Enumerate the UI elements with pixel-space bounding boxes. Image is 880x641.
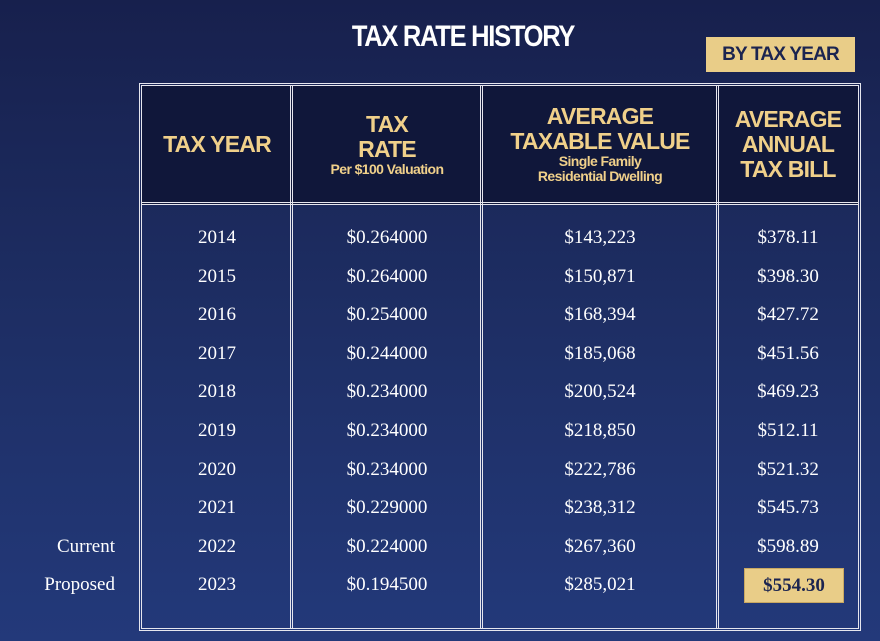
column-header: AVERAGE ANNUAL TAX BILL [718, 86, 858, 202]
column-header: AVERAGE TAXABLE VALUE Single Family Residen… [482, 86, 718, 202]
table-cell: $451.56 [757, 342, 819, 364]
column-divider [480, 86, 483, 628]
table-cell: $0.194500 [346, 574, 428, 596]
table-cell: $218,850 [564, 420, 636, 441]
table-cell: 2017 [198, 342, 236, 364]
table-cell: $0.264000 [346, 265, 428, 287]
table-cell: $0.229000 [346, 497, 428, 519]
table-cell: $0.254000 [346, 304, 428, 326]
table-cell: $150,871 [564, 265, 636, 287]
table-cell: $267,360 [564, 535, 636, 557]
table: TAX YEAR TAX RATE Per $100 Valuation AVERAGE… [139, 83, 861, 631]
table-cell: $0.264000 [346, 227, 428, 248]
header-line: AVERAGE [546, 103, 654, 129]
table-cell: $222,786 [564, 458, 636, 480]
table-cell: $427.72 [757, 304, 819, 326]
column-header: TAX YEAR [142, 86, 292, 202]
table-header: TAX YEAR TAX RATE Per $100 Valuation AVERAGE… [142, 86, 858, 205]
table-cell: $185,068 [564, 342, 636, 364]
header-line: RATE [358, 135, 416, 162]
table-cell: 2016 [198, 304, 236, 326]
table-cell: $378.11 [757, 227, 819, 248]
row-label: Current [56, 535, 115, 557]
table-cell: $143,223 [564, 227, 636, 248]
table-cell: $469.23 [757, 381, 819, 403]
table-cell: 2020 [198, 458, 236, 480]
badge: BY TAX YEAR [706, 37, 855, 72]
table-cell: 2018 [198, 381, 236, 403]
table-cell: $0.234000 [346, 458, 428, 480]
header-line: ANNUAL [741, 130, 835, 157]
title: TAX RATE HISTORY [351, 20, 576, 53]
table-cell: $168,394 [564, 304, 636, 326]
table-cell: $238,312 [564, 497, 636, 519]
table-cell: $521.32 [757, 458, 819, 480]
header-note: Single Family [558, 153, 642, 169]
table-cell: $285,021 [564, 574, 636, 596]
table-cell: 2014 [198, 227, 236, 248]
column-divider [290, 86, 293, 628]
header-line: TAX YEAR [163, 130, 272, 157]
table-cell: $554.30 [744, 568, 844, 604]
column-header: TAX RATE Per $100 Valuation [292, 86, 482, 202]
row-label: Proposed [44, 574, 115, 596]
table-cell: $398.30 [757, 265, 819, 287]
table-cell: $512.11 [757, 420, 819, 441]
column-divider [716, 86, 719, 628]
table-cell: 2021 [198, 497, 236, 519]
header-line: AVERAGE [734, 105, 842, 132]
table-cell: 2023 [198, 574, 236, 596]
table-cell: $0.234000 [346, 381, 428, 403]
table-cell: $545.73 [757, 497, 819, 519]
table-cell: $0.224000 [346, 535, 428, 557]
table-cell: 2022 [198, 535, 236, 557]
table-cell: $598.89 [757, 535, 819, 557]
table-cell: $0.244000 [346, 342, 428, 364]
table-cell: 2019 [198, 420, 236, 441]
table-cell: $0.234000 [346, 420, 428, 441]
table-cell: 2015 [198, 265, 236, 287]
header-line: TAX [366, 110, 409, 137]
header-line: TAXABLE VALUE [510, 128, 690, 154]
header-note: Per $100 Valuation [330, 160, 445, 177]
table-cell: $200,524 [564, 381, 636, 403]
header-note: Residential Dwelling [537, 168, 663, 184]
header-line: TAX BILL [740, 155, 836, 182]
